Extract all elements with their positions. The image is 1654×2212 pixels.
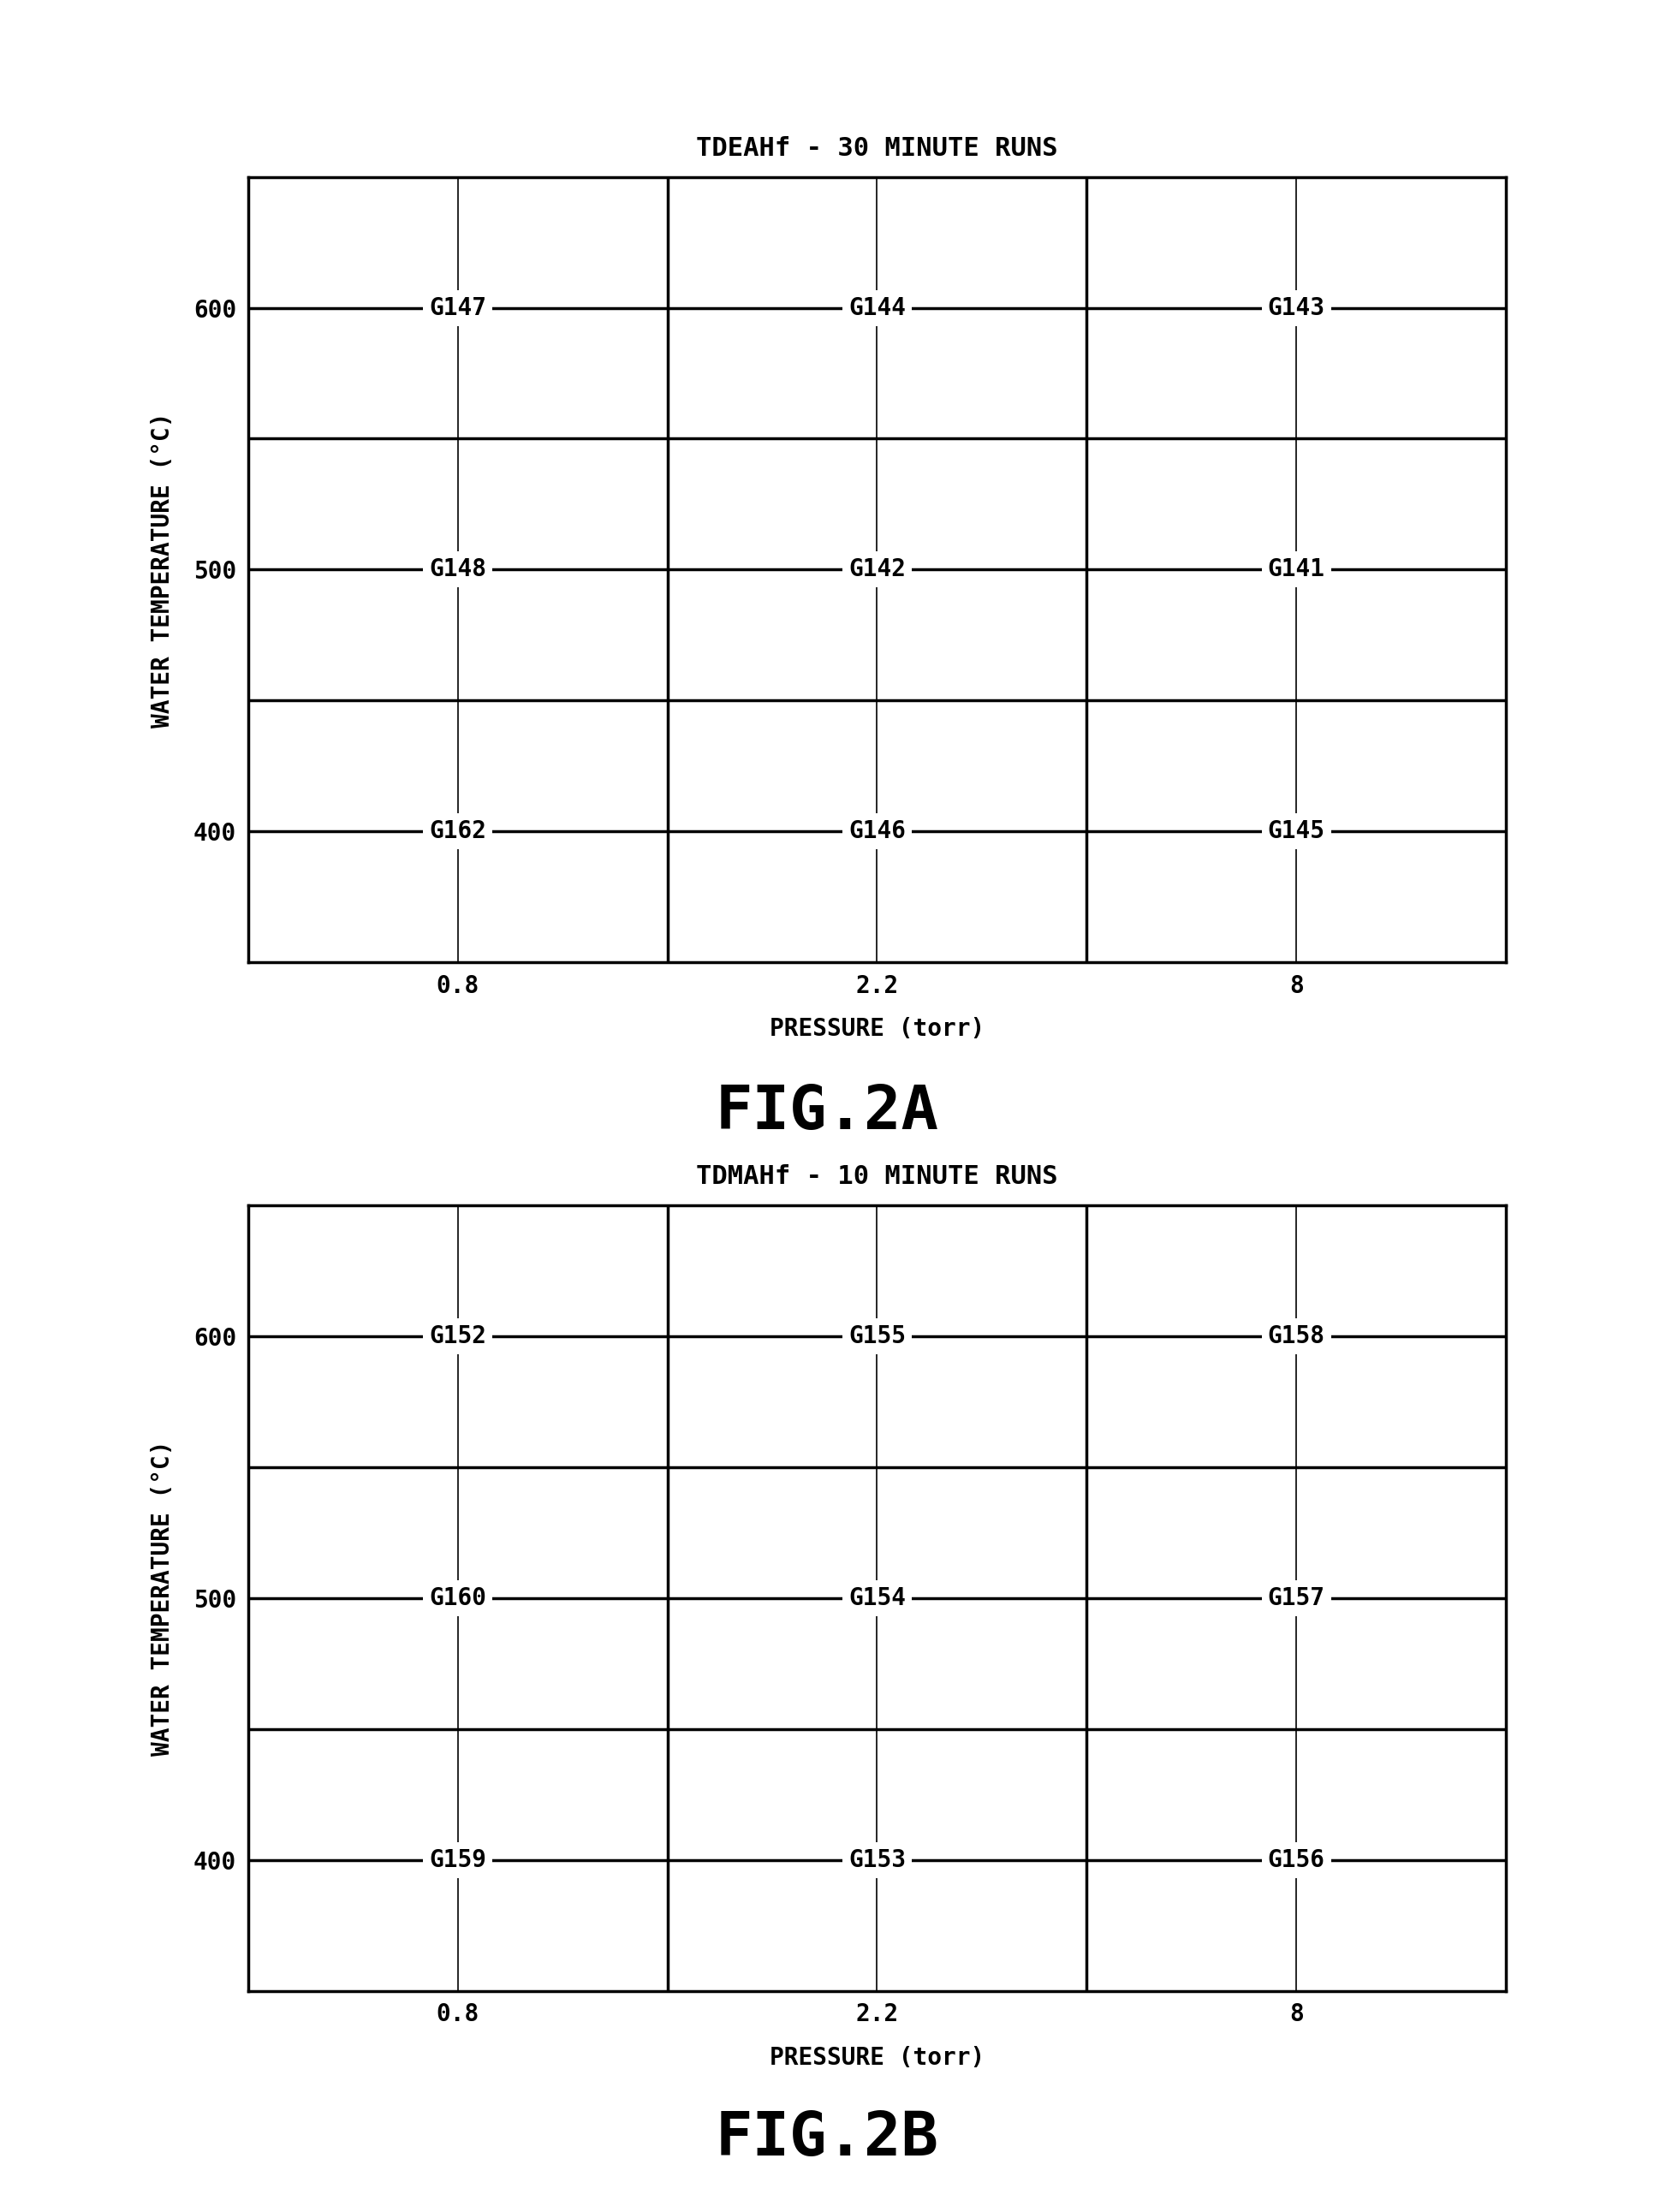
Text: G143: G143 xyxy=(1267,296,1325,321)
Text: G158: G158 xyxy=(1267,1325,1325,1349)
Text: G160: G160 xyxy=(428,1586,486,1610)
Text: G148: G148 xyxy=(428,557,486,582)
Text: G142: G142 xyxy=(849,557,905,582)
Text: G146: G146 xyxy=(849,818,905,843)
Text: G153: G153 xyxy=(849,1847,905,1871)
Title: TDEAHf - 30 MINUTE RUNS: TDEAHf - 30 MINUTE RUNS xyxy=(696,135,1057,161)
X-axis label: PRESSURE (torr): PRESSURE (torr) xyxy=(769,1018,984,1042)
Text: G154: G154 xyxy=(849,1586,905,1610)
Text: G157: G157 xyxy=(1267,1586,1325,1610)
Text: G141: G141 xyxy=(1267,557,1325,582)
Y-axis label: WATER TEMPERATURE (°C): WATER TEMPERATURE (°C) xyxy=(151,1440,174,1756)
Text: G147: G147 xyxy=(428,296,486,321)
Text: FIG.2A: FIG.2A xyxy=(715,1084,939,1141)
X-axis label: PRESSURE (torr): PRESSURE (torr) xyxy=(769,2046,984,2070)
Title: TDMAHf - 10 MINUTE RUNS: TDMAHf - 10 MINUTE RUNS xyxy=(696,1164,1057,1190)
Text: G152: G152 xyxy=(428,1325,486,1349)
Text: G144: G144 xyxy=(849,296,905,321)
Text: G156: G156 xyxy=(1267,1847,1325,1871)
Text: G159: G159 xyxy=(428,1847,486,1871)
Text: G145: G145 xyxy=(1267,818,1325,843)
Y-axis label: WATER TEMPERATURE (°C): WATER TEMPERATURE (°C) xyxy=(151,411,174,728)
Text: FIG.2B: FIG.2B xyxy=(715,2110,939,2168)
Text: G162: G162 xyxy=(428,818,486,843)
Text: G155: G155 xyxy=(849,1325,905,1349)
